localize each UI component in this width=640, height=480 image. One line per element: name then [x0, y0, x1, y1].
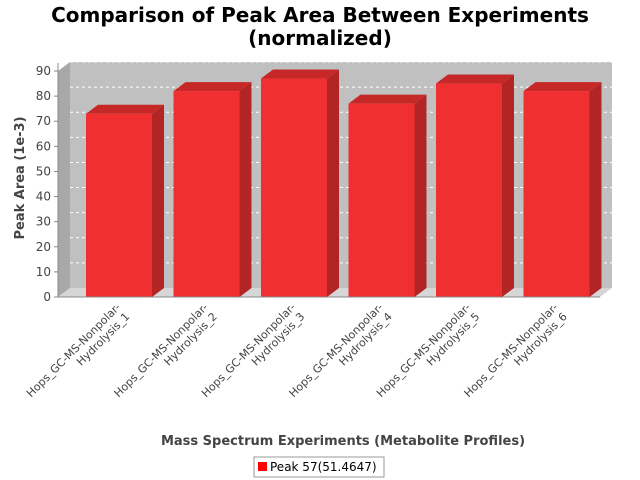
bar: [173, 82, 252, 297]
y-tick-label: 10: [36, 265, 51, 279]
bar-top: [523, 82, 602, 92]
bar-top: [173, 82, 252, 92]
bars: [86, 69, 602, 298]
y-tick-label: 20: [36, 240, 51, 254]
legend-swatch: [258, 462, 267, 471]
bar: [436, 74, 514, 297]
bar-top: [261, 69, 339, 79]
bar-front: [523, 91, 590, 297]
plot-left-wall: [58, 62, 70, 297]
bar-side: [327, 69, 339, 298]
legend-label: Peak 57(51.4647): [270, 460, 377, 474]
bar-front: [173, 91, 240, 297]
bar: [348, 94, 427, 298]
y-tick-label: 90: [36, 64, 51, 78]
bar-side: [589, 82, 602, 297]
bar-side: [152, 104, 164, 297]
legend-box: [253, 456, 385, 478]
x-tick-label-line: Hops_GC-MS-Nonpolar-: [24, 301, 123, 400]
y-tick-label: 50: [36, 164, 51, 178]
y-tick-label: 80: [36, 89, 51, 103]
bar-front: [86, 113, 152, 297]
y-tick-label: 60: [36, 139, 51, 153]
bar: [523, 82, 602, 297]
bar-top: [86, 104, 164, 114]
bar-side: [414, 94, 427, 298]
bar-top: [436, 74, 514, 84]
x-axis: Hops_GC-MS-Nonpolar-Hydrolysis_1Hops_GC-…: [24, 296, 600, 400]
y-tick-label: 0: [43, 290, 51, 304]
x-axis-title: Mass Spectrum Experiments (Metabolite Pr…: [161, 434, 525, 449]
y-axis: 0 10 20 30 40 50 60 70 80 90: [36, 63, 59, 304]
y-tick-label: 70: [36, 114, 51, 128]
bar-top: [348, 94, 427, 104]
y-axis-title: Peak Area (1e-3): [13, 116, 28, 239]
bar: [261, 69, 339, 298]
bar: [86, 104, 164, 297]
y-tick-label: 40: [36, 190, 51, 204]
y-tick-label: 30: [36, 215, 51, 229]
chart-title-line: (normalized): [248, 26, 392, 50]
legend: Peak 57(51.4647): [253, 456, 385, 478]
bar-side: [239, 82, 252, 297]
bar-side: [502, 74, 514, 297]
bar-front: [261, 78, 327, 298]
chart-title-line: Comparison of Peak Area Between Experime…: [51, 3, 589, 27]
chart-title: Comparison of Peak Area Between Experime…: [51, 3, 589, 50]
bar-front: [436, 83, 502, 297]
bar-front: [348, 103, 415, 298]
